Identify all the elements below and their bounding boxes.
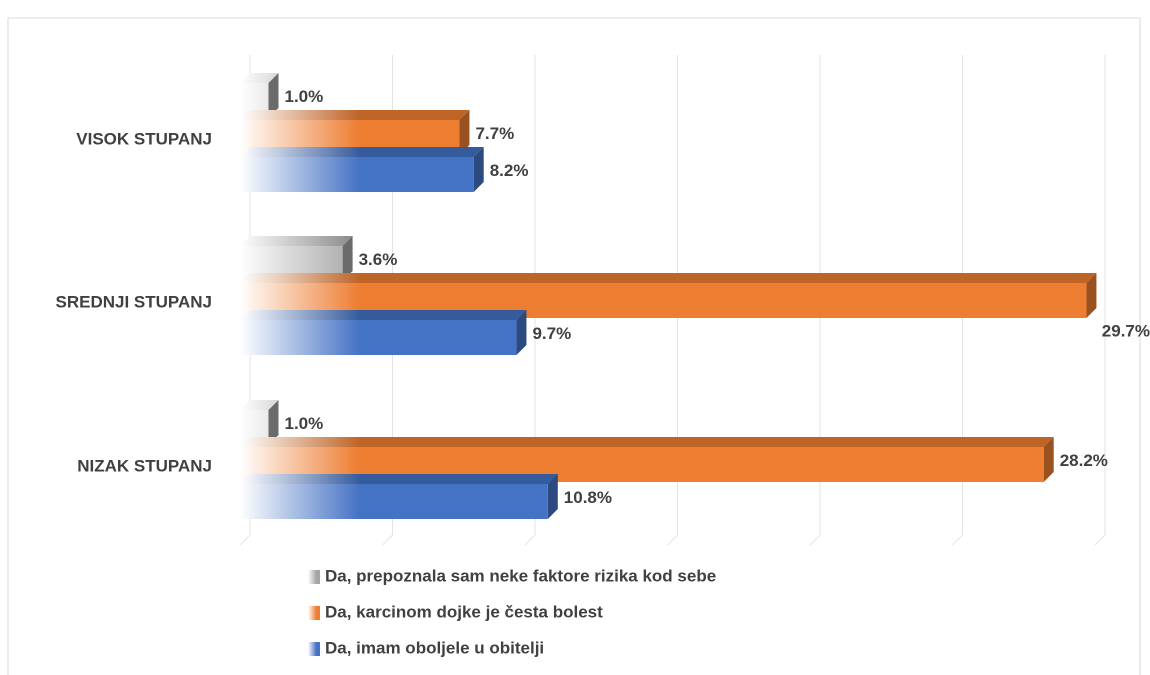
bar-top [240,273,1097,283]
bar-top [240,110,470,120]
bar-top [240,310,527,320]
legend-swatch [308,642,320,656]
bar-top [240,437,1054,447]
bar-top [240,474,558,484]
grid-line-base [524,534,536,546]
data-label: 1.0% [285,414,324,433]
grid-line-base [1094,534,1106,546]
bar-side [516,310,527,355]
legend-swatch [308,570,320,584]
legend-swatch [308,606,320,620]
bar-side [473,147,484,192]
bar-side [268,400,279,445]
y-tick-label: SREDNJI STUPANJ [56,292,213,311]
data-label: 8.2% [490,161,529,180]
grid-line-base [809,534,821,546]
y-tick-label: NIZAK STUPANJ [77,456,212,475]
grid-line-base [239,534,251,546]
data-label: 1.0% [285,87,324,106]
data-label: 3.6% [359,250,398,269]
legend-label: Da, imam oboljele u obitelji [325,638,544,657]
grid-line-base [667,534,678,546]
y-tick-label: VISOK STUPANJ [76,129,212,148]
bar-side [459,110,470,155]
legend-label: Da, prepoznala sam neke faktore rizika k… [325,566,716,585]
data-label: 29.7% [1102,321,1150,340]
chart-frame [7,17,1141,675]
bar-side [342,236,353,281]
bar-side [547,474,558,519]
bar-side [1043,437,1054,482]
legend-label: Da, karcinom dojke je česta bolest [325,602,603,621]
bar-top [240,147,484,157]
bar-top [240,73,279,83]
data-label: 28.2% [1060,451,1108,470]
bar-side [268,73,279,118]
grid-line-base [382,534,393,546]
data-label: 9.7% [532,324,571,343]
bar [240,484,548,519]
grid-line-base [952,534,963,546]
bar-top [240,236,353,246]
data-label: 10.8% [564,488,612,507]
bar-side [1086,273,1097,318]
bar [240,320,517,355]
bar [240,157,474,192]
data-label: 7.7% [475,124,514,143]
bar-top [240,400,279,410]
